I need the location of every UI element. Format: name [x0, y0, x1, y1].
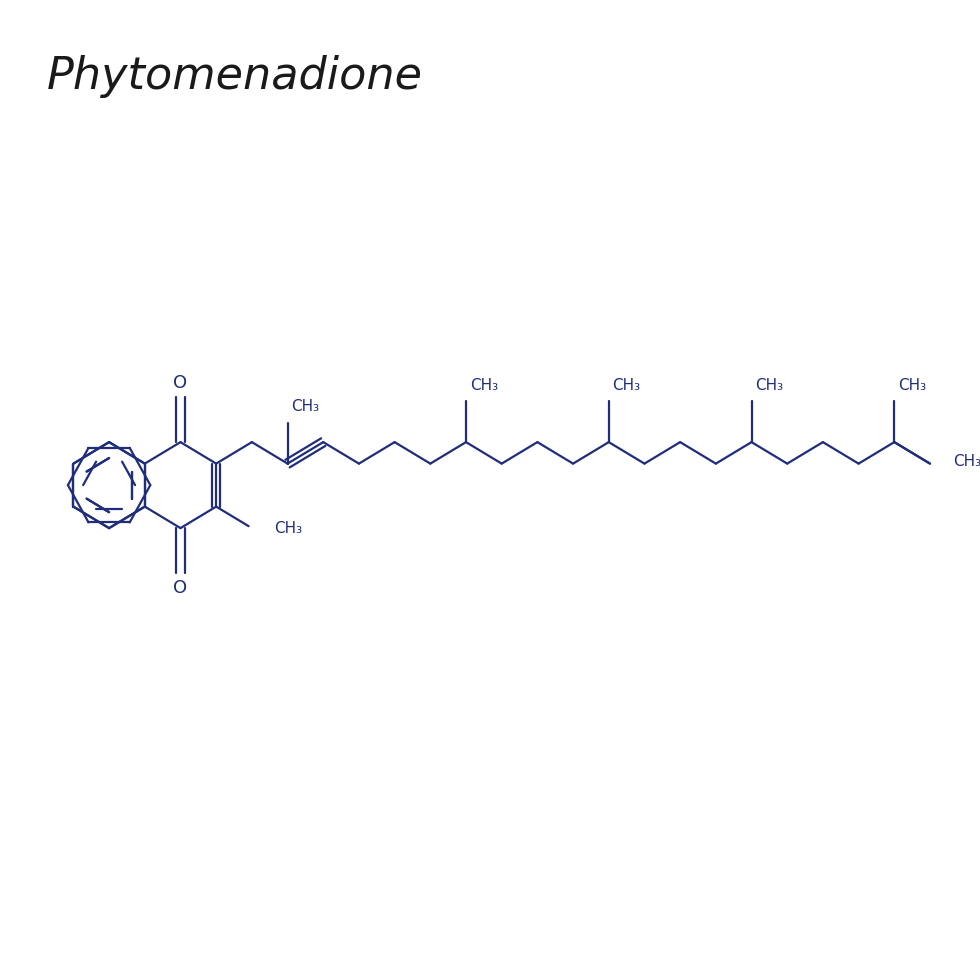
Text: CH₃: CH₃ [898, 378, 926, 393]
Text: CH₃: CH₃ [291, 400, 319, 415]
Text: O: O [173, 579, 187, 597]
Text: CH₃: CH₃ [612, 378, 641, 393]
Text: CH₃: CH₃ [756, 378, 783, 393]
Text: CH₃: CH₃ [469, 378, 498, 393]
Text: Phytomenadione: Phytomenadione [46, 55, 422, 98]
Text: O: O [173, 373, 187, 391]
Text: CH₃: CH₃ [954, 454, 980, 469]
Text: CH₃: CH₃ [273, 520, 302, 536]
